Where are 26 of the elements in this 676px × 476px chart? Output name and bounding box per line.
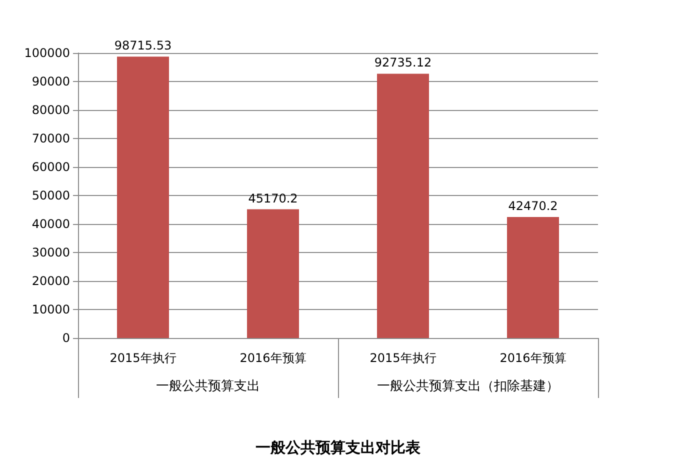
x-tick-label: 2015年执行 [110, 351, 176, 365]
y-tick-label: 80000 [32, 103, 70, 117]
y-tick-label: 10000 [32, 302, 70, 316]
data-label: 45170.2 [248, 191, 298, 206]
data-label: 98715.53 [114, 38, 172, 53]
bar [117, 56, 169, 338]
data-label: 42470.2 [508, 198, 558, 213]
y-tick-label: 50000 [32, 188, 70, 202]
data-label: 92735.12 [374, 56, 432, 70]
y-tick-label: 30000 [32, 246, 70, 260]
text: 一般公共预算支出对比表 [256, 438, 422, 456]
x-tick-label: 2016年预算 [500, 351, 566, 365]
y-tick-label: 70000 [32, 132, 70, 146]
text: 一般公共预算支出 [156, 379, 260, 394]
x-tick-label: 2015年执行 [370, 351, 436, 365]
y-tick-label: 90000 [32, 74, 70, 88]
bar [507, 216, 559, 338]
text: 一般公共预算支出（扣除基建） [377, 379, 559, 394]
y-tick-label: 100000 [24, 46, 70, 60]
y-tick-label: 0 [62, 331, 70, 345]
y-tick-label: 40000 [32, 217, 70, 231]
bar [377, 74, 429, 338]
y-tick-label: 60000 [32, 160, 70, 174]
bar [247, 209, 299, 338]
x-tick-label: 2016年预算 [240, 351, 306, 365]
y-tick-label: 20000 [32, 274, 70, 288]
